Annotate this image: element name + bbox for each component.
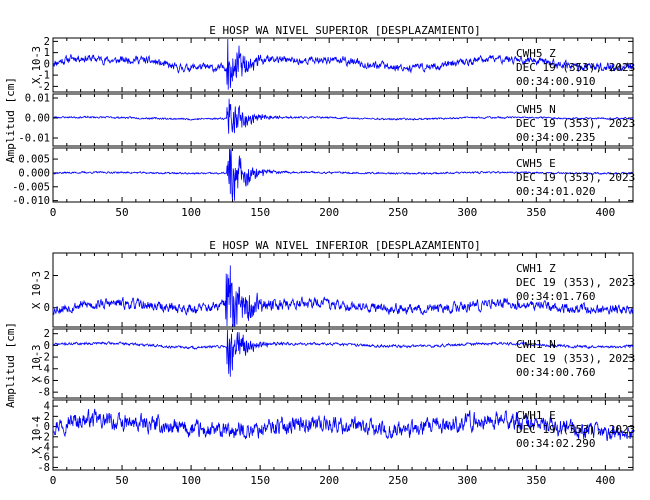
- panel-inferior: E HOSP WA NIVEL INFERIOR [DESPLAZAMIENTO…: [4, 239, 635, 487]
- x-tick-label: 150: [250, 474, 270, 487]
- x-tick-label: 250: [388, 474, 408, 487]
- station-info-line: CWH1 E: [516, 409, 556, 422]
- y-tick-label: -4: [37, 363, 50, 375]
- station-info-line: CWH5 N: [516, 103, 556, 116]
- station-info-line: CWH1 Z: [516, 262, 556, 275]
- station-info-line: 00:34:02.290: [516, 437, 595, 450]
- x-tick-label: 150: [250, 206, 270, 219]
- waveform-line: [53, 98, 634, 134]
- y-tick-label: -2: [37, 431, 50, 443]
- x-tick-label: 250: [388, 206, 408, 219]
- station-info-line: CWH1 N: [516, 338, 556, 351]
- x-tick-label: 200: [319, 474, 339, 487]
- y-tick-label: 0.00: [25, 113, 50, 125]
- y-tick-label: -0.010: [12, 195, 50, 207]
- y-tick-label: -8: [37, 387, 50, 399]
- x-tick-label: 400: [595, 206, 615, 219]
- x-tick-label: 350: [526, 474, 546, 487]
- station-info-line: DEC 19 (353), 2023: [516, 61, 635, 74]
- waveform-line: [52, 329, 634, 377]
- station-info-line: 00:34:01.760: [516, 290, 595, 303]
- x-axis-superior: 0 50 100 150 200 250 300 350 400: [50, 206, 616, 219]
- y-tick-label: 0: [44, 340, 50, 352]
- panel-title-superior: E HOSP WA NIVEL SUPERIOR [DESPLAZAMIENTO…: [209, 24, 481, 37]
- y-tick-label: 1: [44, 47, 50, 59]
- station-info-line: CWH5 Z: [516, 47, 556, 60]
- y-tick-label: -6: [37, 375, 50, 387]
- station-info-line: DEC 19 (353), 2023: [516, 276, 635, 289]
- y-tick-label: -8: [37, 462, 50, 474]
- y-tick-label: 2: [44, 270, 50, 282]
- x-tick-label: 400: [595, 474, 615, 487]
- waveform-line: [52, 38, 634, 90]
- y-tick-label: -0.005: [12, 181, 50, 193]
- x-tick-label: 300: [457, 206, 477, 219]
- y-tick-label: 4: [44, 401, 50, 413]
- x-tick-label: 300: [457, 474, 477, 487]
- y-tick-label: 0.005: [18, 154, 50, 166]
- station-info-line: CWH5 E: [516, 157, 556, 170]
- y-tick-label: 0: [44, 421, 50, 433]
- panel-superior: E HOSP WA NIVEL SUPERIOR [DESPLAZAMIENTO…: [4, 24, 635, 219]
- x-axis-inferior: 0 50 100 150 200 250 300 350 400: [50, 474, 616, 487]
- y-tick-label: -2: [37, 352, 50, 364]
- multiplier-label: X 10-3: [31, 345, 43, 383]
- station-info-line: 00:34:00.235: [516, 131, 595, 144]
- waveform-line: [52, 148, 634, 201]
- y-tick-label: 2: [44, 328, 50, 340]
- station-info-line: DEC 19 (353), 2023: [516, 171, 635, 184]
- ylabel-superior: Amplitud [cm]: [4, 77, 17, 163]
- x-tick-label: 0: [50, 206, 57, 219]
- station-info-line: DEC 19 (353), 2023: [516, 423, 635, 436]
- y-tick-label: -2: [37, 81, 50, 93]
- x-tick-label: 100: [181, 474, 201, 487]
- panel-title-inferior: E HOSP WA NIVEL INFERIOR [DESPLAZAMIENTO…: [209, 239, 481, 252]
- x-tick-label: 0: [50, 474, 57, 487]
- y-tick-label: 0.000: [18, 167, 50, 179]
- y-tick-label: 0: [44, 302, 50, 314]
- ylabel-inferior: Amplitud [cm]: [4, 322, 17, 408]
- x-tick-label: 350: [526, 206, 546, 219]
- y-tick-label: -6: [37, 452, 50, 464]
- y-tick-label: 0.01: [25, 93, 50, 105]
- station-info-line: DEC 19 (353), 2023: [516, 352, 635, 365]
- waveform-line: [52, 408, 634, 442]
- waveform-line: [52, 265, 634, 327]
- multiplier-label: X 10-4: [31, 416, 43, 454]
- y-tick-label: 2: [44, 411, 50, 423]
- x-tick-label: 200: [319, 206, 339, 219]
- multiplier-label: X 10-3: [31, 46, 43, 84]
- station-info-line: 00:34:00.910: [516, 75, 595, 88]
- x-tick-label: 50: [115, 206, 128, 219]
- y-tick-label: 0: [44, 58, 50, 70]
- x-tick-label: 100: [181, 206, 201, 219]
- station-info-line: DEC 19 (353), 2023: [516, 117, 635, 130]
- x-tick-label: 50: [115, 474, 128, 487]
- y-tick-label: 2: [44, 36, 50, 48]
- station-info-line: 00:34:00.760: [516, 366, 595, 379]
- y-tick-label: -1: [37, 70, 50, 82]
- multiplier-label: X 10-3: [31, 271, 43, 309]
- y-tick-label: -0.01: [18, 133, 50, 145]
- station-info-line: 00:34:01.020: [516, 185, 595, 198]
- y-tick-label: -4: [37, 442, 50, 454]
